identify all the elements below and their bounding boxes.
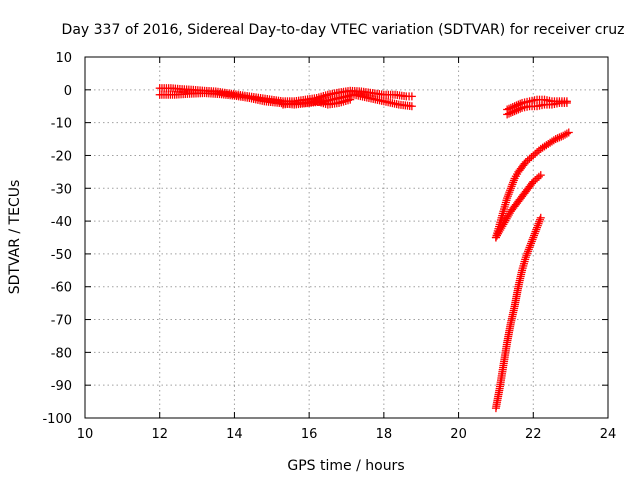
series-descending-arc-2 bbox=[491, 171, 545, 242]
grid-lines bbox=[85, 57, 608, 418]
data-point bbox=[562, 129, 571, 138]
data-point bbox=[534, 219, 543, 228]
y-tick-label: -20 bbox=[51, 149, 72, 164]
y-tick-label: -50 bbox=[51, 248, 72, 263]
x-tick-labels: 10 12 14 16 18 20 22 24 bbox=[77, 427, 617, 442]
y-tick-label: -10 bbox=[51, 117, 72, 132]
x-axis-label: GPS time / hours bbox=[287, 458, 404, 474]
x-tick-label: 22 bbox=[525, 427, 542, 442]
data-point bbox=[514, 105, 523, 114]
y-tick-label: -60 bbox=[51, 281, 72, 296]
y-tick-label: -70 bbox=[51, 314, 72, 329]
data-point bbox=[564, 128, 573, 137]
data-point bbox=[521, 253, 530, 262]
data-point bbox=[504, 190, 513, 199]
data-point bbox=[503, 192, 512, 201]
series-late-band-b bbox=[503, 98, 571, 119]
data-point bbox=[506, 184, 515, 193]
data-point bbox=[531, 227, 540, 236]
x-tick-label: 16 bbox=[301, 427, 318, 442]
data-point bbox=[536, 171, 545, 180]
data-point bbox=[562, 98, 571, 107]
plot-frame bbox=[84, 56, 609, 419]
x-tick-label: 20 bbox=[450, 427, 467, 442]
data-point bbox=[527, 239, 536, 248]
y-tick-labels: 10 0 -10 -20 -30 -40 -50 -60 -70 -80 -90 -100 bbox=[42, 51, 72, 427]
data-point bbox=[523, 249, 532, 258]
data-point bbox=[536, 215, 545, 224]
y-axis-label: SDTVAR / TECUs bbox=[7, 180, 23, 295]
data-point bbox=[527, 237, 536, 246]
data-point bbox=[503, 194, 512, 203]
y-tick-label: 0 bbox=[64, 84, 72, 99]
data-point bbox=[505, 188, 514, 197]
data-point bbox=[407, 92, 416, 101]
y-tick-label: 10 bbox=[55, 51, 72, 66]
data-point bbox=[407, 102, 416, 111]
data-point bbox=[529, 233, 538, 242]
data-point bbox=[507, 182, 516, 191]
series-steep-arc bbox=[491, 213, 545, 413]
data-point bbox=[532, 225, 541, 234]
y-tick-label: -80 bbox=[51, 346, 72, 361]
y-tick-label: -40 bbox=[51, 215, 72, 230]
data-point bbox=[553, 134, 562, 143]
data-point bbox=[535, 217, 544, 226]
data-point bbox=[505, 109, 514, 118]
y-tick-label: -30 bbox=[51, 182, 72, 197]
data-point bbox=[512, 106, 521, 115]
data-point bbox=[508, 107, 517, 116]
x-tick-label: 18 bbox=[376, 427, 393, 442]
data-points bbox=[155, 84, 573, 413]
data-point bbox=[530, 229, 539, 238]
data-point bbox=[525, 243, 534, 252]
data-point bbox=[533, 223, 542, 232]
data-point bbox=[503, 110, 512, 119]
data-point bbox=[506, 186, 515, 195]
data-point bbox=[509, 178, 518, 187]
x-tick-label: 12 bbox=[151, 427, 168, 442]
data-point bbox=[536, 213, 545, 222]
y-tick-label: -90 bbox=[51, 379, 72, 394]
data-point bbox=[534, 172, 543, 181]
x-tick-label: 14 bbox=[226, 427, 243, 442]
chart-title: Day 337 of 2016, Sidereal Day-to-day VTE… bbox=[62, 22, 625, 38]
y-tick-label: -100 bbox=[42, 412, 72, 427]
x-tick-label: 24 bbox=[600, 427, 617, 442]
data-point bbox=[555, 133, 564, 142]
data-point bbox=[516, 104, 525, 113]
data-point bbox=[524, 247, 533, 256]
data-point bbox=[509, 176, 518, 185]
data-point bbox=[522, 251, 531, 260]
data-point bbox=[526, 241, 535, 250]
data-point bbox=[508, 180, 517, 189]
x-tick-label: 10 bbox=[77, 427, 94, 442]
data-point bbox=[346, 95, 355, 104]
series-upper-band-c bbox=[278, 95, 355, 109]
data-point bbox=[533, 221, 542, 230]
data-point bbox=[557, 132, 566, 141]
data-point bbox=[528, 235, 537, 244]
series-descending-arc-1 bbox=[491, 128, 573, 242]
data-point bbox=[506, 108, 515, 117]
data-point bbox=[510, 107, 519, 116]
data-point bbox=[524, 245, 533, 254]
data-point bbox=[530, 231, 539, 240]
data-point bbox=[551, 135, 560, 144]
